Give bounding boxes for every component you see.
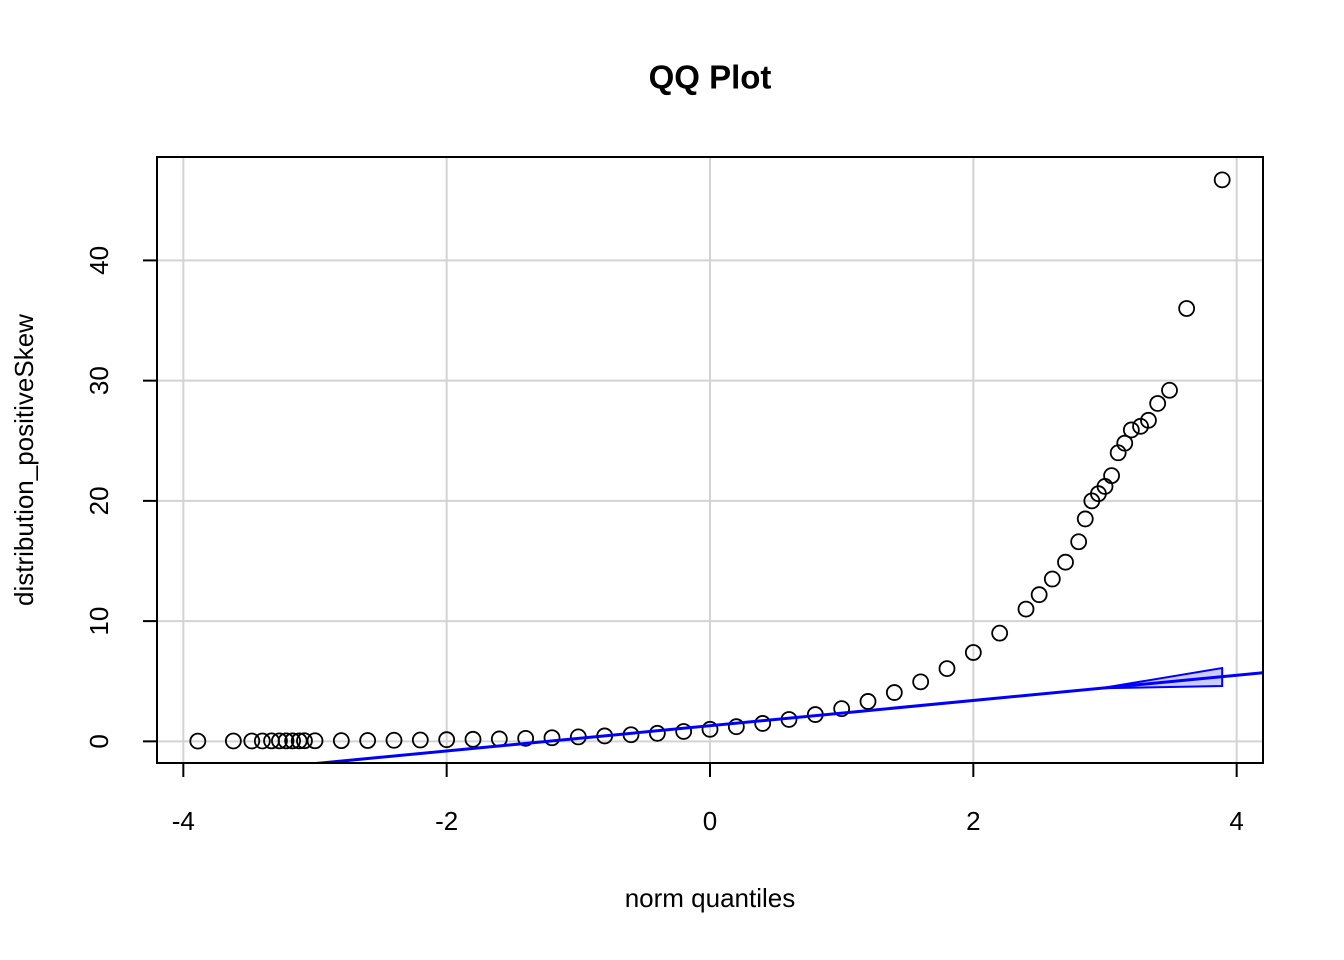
point: [912, 673, 930, 691]
point: [464, 730, 482, 748]
point: [543, 729, 561, 747]
point: [991, 624, 1009, 642]
point: [253, 732, 271, 750]
point: [1178, 300, 1196, 317]
point: [277, 732, 295, 750]
point: [1103, 467, 1120, 485]
points: [189, 171, 1231, 750]
x-tick-label: -4: [172, 806, 195, 836]
point: [648, 724, 666, 742]
point: [411, 731, 429, 749]
point: [438, 731, 456, 749]
point: [359, 732, 377, 749]
point: [964, 644, 982, 661]
reference-line: [305, 671, 1263, 763]
y-tick-label: 30: [84, 366, 114, 395]
point: [243, 732, 261, 750]
point: [332, 732, 350, 750]
point: [271, 732, 288, 750]
y-tick-label: 40: [84, 246, 114, 275]
point: [517, 729, 535, 747]
x-axis-label: norm quantiles: [625, 883, 796, 913]
y-tick-label: 20: [84, 486, 114, 515]
y-tick-label: 10: [84, 607, 114, 636]
point: [1213, 171, 1231, 189]
y-tick-label: 0: [84, 734, 114, 748]
point: [385, 731, 403, 749]
point: [1043, 570, 1061, 588]
point: [1070, 533, 1088, 551]
plot-frame: [156, 156, 1264, 764]
x-tick-label: 2: [966, 806, 980, 836]
point: [938, 660, 956, 678]
x-tick-label: 0: [703, 806, 717, 836]
point: [701, 720, 719, 738]
point: [1149, 395, 1167, 412]
point: [675, 723, 693, 740]
point: [1161, 381, 1178, 399]
point: [833, 700, 851, 718]
point: [284, 732, 302, 750]
point: [1116, 434, 1134, 452]
point: [727, 718, 745, 736]
point: [1030, 586, 1048, 604]
point: [1076, 510, 1094, 528]
y-axis-label: distribution_positiveSkew: [9, 314, 39, 606]
point: [189, 732, 207, 750]
chart-title: QQ Plot: [649, 59, 772, 96]
x-tick-label: 4: [1229, 806, 1243, 836]
point: [1140, 411, 1157, 429]
x-tick-label: -2: [435, 806, 458, 836]
point: [1057, 553, 1074, 571]
point: [1122, 421, 1140, 439]
point: [306, 732, 324, 750]
point: [296, 732, 313, 750]
point: [885, 684, 903, 701]
point: [859, 693, 877, 710]
point: [1017, 600, 1035, 618]
point: [224, 732, 242, 750]
point: [754, 715, 772, 732]
